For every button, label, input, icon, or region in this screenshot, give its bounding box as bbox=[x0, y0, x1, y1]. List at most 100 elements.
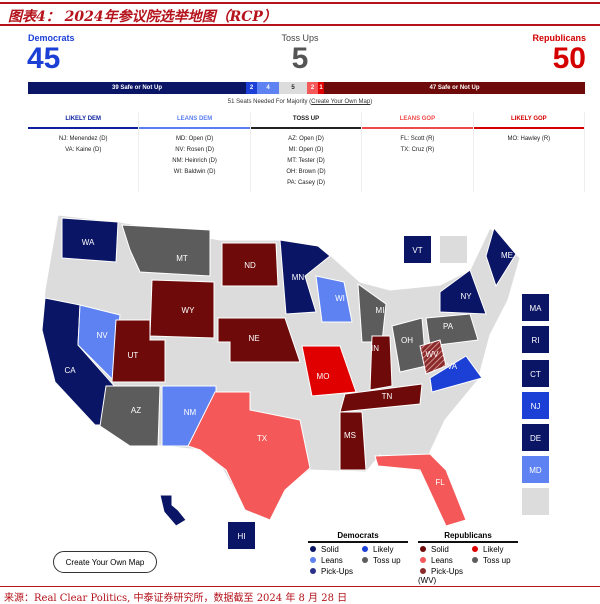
state-ny[interactable] bbox=[439, 269, 487, 315]
state-tx[interactable] bbox=[187, 391, 311, 521]
rating-column: LEANS DEM MD: Open (D) NV: Rosen (D) NM: He… bbox=[139, 112, 251, 192]
race-item: AZ: Open (D) bbox=[288, 136, 324, 142]
toss-count: 5 bbox=[291, 42, 309, 75]
state-box-empty[interactable] bbox=[522, 488, 549, 515]
state-label: MS bbox=[344, 431, 356, 440]
state-box-vt[interactable] bbox=[404, 236, 431, 263]
state-box-ri[interactable] bbox=[522, 326, 549, 353]
column-title: TOSS UP bbox=[250, 112, 362, 129]
state-wa[interactable] bbox=[61, 217, 119, 263]
state-me[interactable] bbox=[485, 226, 517, 288]
legend-item: Likely bbox=[470, 545, 522, 554]
state-wy[interactable] bbox=[149, 279, 215, 339]
state-nd[interactable] bbox=[221, 242, 279, 287]
dem-label: Democrats bbox=[28, 33, 75, 43]
state-ut[interactable] bbox=[111, 319, 166, 383]
state-mt[interactable] bbox=[121, 224, 211, 277]
race-item: NV: Rosen (D) bbox=[175, 147, 214, 153]
legend-dot-icon bbox=[362, 557, 368, 563]
legend-label: Likely bbox=[483, 545, 504, 554]
state-tn[interactable] bbox=[339, 383, 423, 413]
rating-columns: LIKELY DEM NJ: Menendez (D) VA: Kaine (D) L… bbox=[28, 112, 586, 192]
legend-label: Pick-Ups (WV) bbox=[418, 567, 464, 585]
legend-dot-icon bbox=[420, 568, 426, 574]
state-label: WA bbox=[82, 238, 95, 247]
state-wi[interactable] bbox=[315, 275, 353, 323]
legend-dot-icon bbox=[472, 557, 478, 563]
bar-toss: 5 bbox=[279, 82, 307, 94]
race-item: NM: Heinrich (D) bbox=[172, 158, 217, 164]
state-label: ND bbox=[244, 261, 256, 270]
source-note: 来源：Real Clear Politics, 中泰证券研究所，数据截至 202… bbox=[4, 593, 348, 604]
majority-note: 51 Seats Needed For Majority (Create You… bbox=[0, 99, 600, 105]
legend-dot-icon bbox=[362, 546, 368, 552]
state-az[interactable] bbox=[99, 385, 161, 447]
legend-label: Toss up bbox=[373, 556, 401, 565]
state-box-ma[interactable] bbox=[522, 294, 549, 321]
race-item: PA: Casey (D) bbox=[287, 180, 325, 186]
legend-item: Pick-Ups bbox=[308, 567, 360, 576]
page-title: 图表4： 2024年参议院选举地图（RCP） bbox=[8, 9, 277, 25]
bar-dem-likely: 2 bbox=[246, 82, 257, 94]
state-box-label: DE bbox=[530, 434, 541, 443]
race-item: MI: Open (D) bbox=[288, 147, 324, 153]
legend-item: Pick-Ups (WV) bbox=[418, 567, 470, 585]
state-va[interactable] bbox=[429, 355, 483, 393]
rep-count: 50 bbox=[552, 42, 586, 75]
legend-dot-icon bbox=[310, 557, 316, 563]
state-wv[interactable] bbox=[419, 339, 447, 375]
rep-label: Republicans bbox=[532, 33, 586, 43]
state-ne[interactable] bbox=[217, 317, 301, 363]
bar-rep-safe: 47 Safe or Not Up bbox=[324, 82, 585, 94]
seat-bar: 39 Safe or Not Up 2 4 5 2 1 47 Safe or N… bbox=[28, 82, 585, 94]
state-box-label: CT bbox=[530, 370, 541, 379]
state-label: NV bbox=[96, 331, 108, 340]
rating-column: LIKELY DEM NJ: Menendez (D) VA: Kaine (D) bbox=[28, 112, 140, 192]
state-hi[interactable] bbox=[159, 494, 187, 527]
column-title: LIKELY GOP bbox=[473, 112, 585, 129]
state-label: TX bbox=[257, 434, 268, 443]
state-mo[interactable] bbox=[301, 345, 357, 397]
legend-item: Toss up bbox=[470, 556, 522, 565]
state-fl[interactable] bbox=[374, 453, 467, 527]
legend-label: Leans bbox=[431, 556, 453, 565]
column-title: LEANS DEM bbox=[139, 112, 250, 129]
state-box-label: NJ bbox=[531, 402, 541, 411]
state-label: MN bbox=[292, 273, 305, 282]
create-your-own-map-button[interactable]: Create Your Own Map bbox=[53, 551, 157, 573]
state-label: ME bbox=[501, 251, 513, 260]
legend-item: Leans bbox=[308, 556, 360, 565]
state-label: WI bbox=[335, 294, 345, 303]
state-label: NM bbox=[184, 408, 197, 417]
race-item: NJ: Menendez (D) bbox=[58, 136, 108, 142]
state-box-hi[interactable] bbox=[228, 522, 255, 549]
state-box-de[interactable] bbox=[522, 424, 549, 451]
state-ms[interactable] bbox=[339, 411, 367, 471]
state-label: WY bbox=[182, 306, 196, 315]
state-label: MT bbox=[176, 254, 188, 263]
race-item: FL: Scott (R) bbox=[400, 136, 435, 142]
state-box-ct[interactable] bbox=[522, 360, 549, 387]
toss-label: Toss Ups bbox=[281, 33, 319, 43]
race-item: OH: Brown (D) bbox=[286, 169, 326, 175]
state-box-nj[interactable] bbox=[522, 392, 549, 419]
state-pa[interactable] bbox=[425, 313, 479, 347]
state-box-empty[interactable] bbox=[440, 236, 467, 263]
state-label: WV bbox=[426, 350, 440, 359]
state-box-label: MD bbox=[529, 466, 542, 475]
state-label: MO bbox=[317, 372, 330, 381]
majority-text: 51 Seats Needed For Majority ( bbox=[227, 99, 312, 105]
state-box-md[interactable] bbox=[522, 456, 549, 483]
race-item: MD: Open (D) bbox=[175, 136, 214, 142]
footer-rule bbox=[0, 586, 600, 587]
create-map-link[interactable]: Create Your Own Map bbox=[311, 99, 371, 105]
column-title: LEANS GOP bbox=[362, 112, 473, 129]
column-title: LIKELY DEM bbox=[28, 112, 139, 129]
state-label: TN bbox=[382, 392, 393, 401]
state-label: VA bbox=[447, 362, 458, 371]
legend-dot-icon bbox=[420, 557, 426, 563]
state-mn[interactable] bbox=[279, 239, 331, 315]
state-in[interactable] bbox=[369, 335, 393, 391]
rating-column: LEANS GOP FL: Scott (R) TX: Cruz (R) bbox=[362, 112, 474, 192]
legend-item: Solid bbox=[308, 545, 360, 554]
